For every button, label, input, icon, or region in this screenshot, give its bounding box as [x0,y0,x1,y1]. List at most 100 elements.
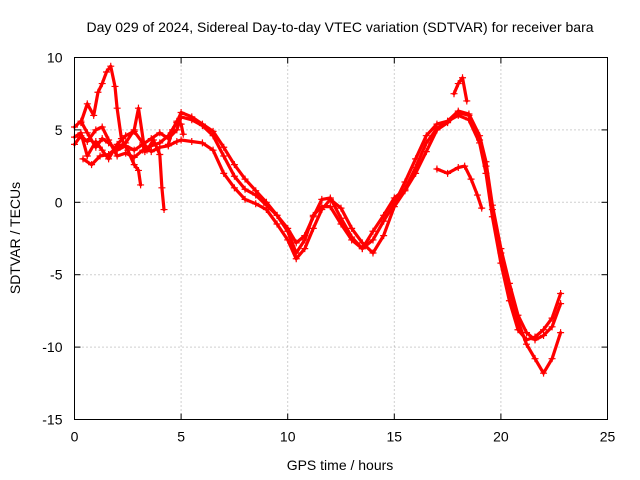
data-point-marker [83,137,91,145]
data-point-marker [173,117,181,125]
series-track-7 [164,117,187,148]
data-point-marker [96,152,104,160]
data-point-marker [188,113,196,121]
data-point-marker [540,326,548,334]
data-point-marker [348,224,356,232]
data-point-marker [522,329,530,337]
data-point-marker [454,111,462,119]
data-point-marker [137,181,145,189]
data-point-marker [156,129,164,137]
data-point-marker [94,88,102,96]
data-point-marker [337,220,345,228]
data-point-marker [92,143,100,151]
data-point-marker [122,132,130,140]
data-point-marker [105,151,113,159]
data-point-marker [149,136,157,144]
series-track-4 [77,62,145,189]
series-layer [71,62,565,377]
data-point-marker [177,136,185,144]
data-point-marker [380,232,388,240]
data-point-marker [102,68,110,76]
data-point-marker [130,146,138,154]
data-point-marker [90,111,98,119]
data-point-marker [369,227,377,235]
data-point-marker [478,204,486,212]
data-point-marker [105,136,113,144]
series-line [452,76,469,103]
data-point-marker [209,146,217,154]
data-point-marker [198,139,206,147]
data-point-marker [98,80,106,88]
data-point-marker [241,195,249,203]
data-point-marker [463,97,471,105]
tick-layer [74,57,608,420]
data-point-marker [241,175,249,183]
series-track-8 [433,162,486,212]
data-point-marker [473,191,481,199]
data-point-marker [198,120,206,128]
x-tick-label: 5 [177,429,185,445]
data-point-marker [262,198,270,206]
data-point-marker [390,194,398,202]
data-point-marker [422,132,430,140]
data-point-marker [98,146,106,154]
data-point-marker [92,126,100,134]
data-point-marker [220,169,228,177]
data-point-marker [326,203,334,211]
data-point-marker [98,135,106,143]
data-point-marker [548,314,556,322]
data-point-marker [134,166,142,174]
plot-frame [74,57,608,420]
data-point-marker [482,169,490,177]
data-point-marker [358,245,366,253]
data-point-marker [318,203,326,211]
data-point-marker [531,333,539,341]
data-point-marker [273,211,281,219]
series-line [79,64,143,187]
data-point-marker [124,146,132,154]
data-point-marker [177,109,185,117]
data-point-marker [548,355,556,363]
data-point-marker [252,187,260,195]
x-axis-label: GPS time / hours [287,457,394,473]
y-tick-label: 0 [55,194,63,210]
data-point-marker [380,211,388,219]
data-point-marker [459,74,467,82]
y-tick-label: -5 [50,267,63,283]
data-point-marker [122,139,130,147]
data-point-marker [220,143,228,151]
data-point-marker [505,297,513,305]
data-point-marker [179,130,187,138]
data-point-marker [160,206,168,214]
x-tick-label: 10 [280,429,296,445]
data-point-marker [292,249,300,257]
data-point-marker [401,185,409,193]
y-tick-label: 5 [55,122,63,138]
data-point-marker [461,162,469,170]
data-point-marker [77,132,85,140]
data-point-marker [134,104,142,112]
data-point-marker [514,311,522,319]
data-point-marker [476,139,484,147]
data-point-marker [177,120,185,128]
y-axis-label: SDTVAR / TECUs [7,182,23,294]
data-point-marker [113,143,121,151]
data-point-marker [169,126,177,134]
data-point-marker [444,169,452,177]
data-point-marker [156,139,164,147]
series-track-9 [450,74,471,105]
data-point-marker [164,140,172,148]
data-point-marker [284,227,292,235]
data-point-marker [113,104,121,112]
y-tick-labels: -15 -10 -5 0 5 10 [42,50,62,428]
y-tick-label: -15 [42,412,62,428]
data-point-marker [230,184,238,192]
data-point-marker [348,236,356,244]
x-tick-label: 0 [71,429,79,445]
data-point-marker [88,161,96,169]
data-point-marker [531,355,539,363]
data-point-marker [252,200,260,208]
y-tick-label: -10 [42,339,62,355]
x-tick-label: 15 [387,429,403,445]
data-point-marker [422,139,430,147]
